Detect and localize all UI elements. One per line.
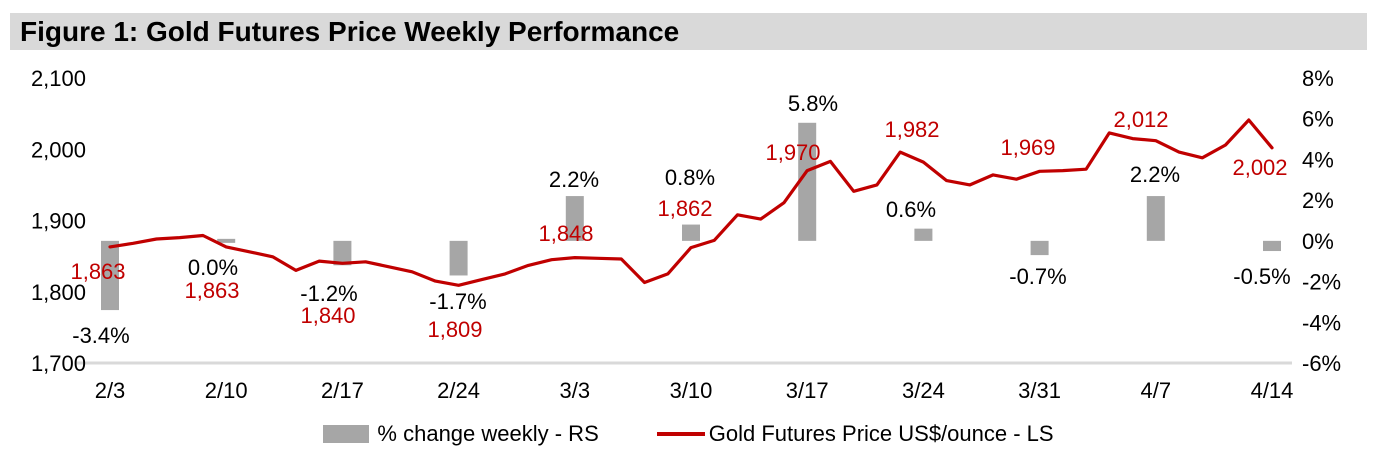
left-axis-tick: 1,800 [31, 280, 86, 305]
figure-title: Figure 1: Gold Futures Price Weekly Perf… [20, 15, 680, 47]
weekly-change-bar-4/7 [1146, 196, 1165, 241]
line-series-label: Gold Futures Price US$/ounce - LS [708, 421, 1054, 446]
pct-label-4/7: 2.2% [1130, 162, 1180, 187]
right-axis-tick: 0% [1302, 229, 1334, 254]
pct-label-2/3: -3.4% [72, 323, 129, 348]
right-axis-tick: 8% [1302, 66, 1334, 91]
x-axis-label-3/3: 3/3 [560, 378, 591, 403]
pct-label-3/31: -0.7% [1009, 264, 1066, 289]
price-label-2/24: 1,809 [427, 317, 482, 342]
pct-label-4/14: -0.5% [1233, 264, 1290, 289]
x-axis-label-2/10: 2/10 [205, 378, 248, 403]
bar-series-label: % change weekly - RS [377, 421, 599, 446]
price-label-2/3: 1,863 [70, 259, 125, 284]
left-axis-tick: 1,700 [31, 351, 86, 376]
gold-price-line [108, 118, 1274, 287]
x-axis-label-2/24: 2/24 [437, 378, 480, 403]
line-series-swatch [656, 432, 705, 436]
weekly-change-bar-2/17 [333, 240, 352, 266]
pct-label-2/24: -1.7% [429, 289, 486, 314]
price-label-4/14: 2,002 [1232, 155, 1287, 180]
price-label-3/31: 1,969 [1000, 135, 1055, 160]
x-axis-label-2/17: 2/17 [321, 378, 364, 403]
x-axis-label-4/7: 4/7 [1141, 378, 1172, 403]
weekly-change-bar-3/17 [798, 122, 817, 241]
x-axis-label-3/24: 3/24 [902, 378, 945, 403]
weekly-change-bar-3/31 [1030, 240, 1049, 256]
price-label-3/24: 1,982 [884, 117, 939, 142]
right-axis-tick: 4% [1302, 147, 1334, 172]
pct-label-3/3: 2.2% [549, 167, 599, 192]
x-axis-label-2/3: 2/3 [95, 378, 126, 403]
x-axis-label-4/14: 4/14 [1251, 378, 1294, 403]
legend-item-gold-price: Gold Futures Price US$/ounce - LS [656, 421, 1054, 447]
price-label-3/10: 1,862 [657, 196, 712, 221]
pct-label-2/17: -1.2% [300, 281, 357, 306]
weekly-change-bar-4/14 [1263, 240, 1281, 252]
x-axis-label-3/10: 3/10 [670, 378, 713, 403]
pct-label-3/10: 0.8% [665, 165, 715, 190]
pct-label-3/24: 0.6% [886, 197, 936, 222]
bar-series-swatch [323, 425, 370, 443]
weekly-change-bar-2/24 [449, 240, 468, 276]
right-axis-tick: 6% [1302, 107, 1334, 132]
chart-legend: % change weekly - RS Gold Futures Price … [0, 419, 1377, 449]
weekly-change-bar-2/3 [101, 240, 119, 311]
figure-title-bar: Figure 1: Gold Futures Price Weekly Perf… [10, 13, 1367, 50]
x-axis-label-3/17: 3/17 [786, 378, 829, 403]
price-label-3/17: 1,970 [765, 140, 820, 165]
weekly-change-bar-3/10 [682, 224, 700, 241]
pct-label-3/17: 5.8% [788, 91, 838, 116]
right-axis-tick: -2% [1302, 270, 1341, 295]
x-axis-label-3/31: 3/31 [1018, 378, 1061, 403]
price-label-4/7: 2,012 [1113, 107, 1168, 132]
price-label-2/10: 1,863 [184, 278, 239, 303]
left-axis-tick: 2,000 [31, 137, 86, 162]
price-label-3/3: 1,848 [538, 221, 593, 246]
weekly-change-bar-2/10 [217, 238, 236, 243]
right-axis-tick: 2% [1302, 188, 1334, 213]
right-axis-tick: -6% [1302, 351, 1341, 376]
right-axis-tick: -4% [1302, 310, 1341, 335]
left-axis-tick: 1,900 [31, 209, 86, 234]
weekly-change-bar-3/3 [565, 196, 584, 241]
weekly-change-bar-3/24 [914, 228, 933, 241]
pct-label-2/10: 0.0% [188, 255, 238, 280]
price-label-2/17: 1,840 [300, 303, 355, 328]
left-axis-tick: 2,100 [31, 66, 86, 91]
legend-item-pct-change: % change weekly - RS [323, 421, 599, 447]
